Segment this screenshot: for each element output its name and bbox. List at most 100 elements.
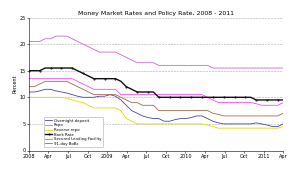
Secured Lending Facility [184,64,188,67]
Secured Lending Facility [49,38,52,40]
Overnight deposit [254,122,258,124]
Secured Lending Facility [60,35,63,37]
Repo [271,104,274,106]
Bank Rate [87,75,90,77]
91-day BoBc [49,80,52,82]
Repo [276,104,279,106]
Bank Rate [146,91,150,93]
Reverse repo [43,96,47,98]
91-day BoBc [281,112,285,114]
Secured Lending Facility [81,43,85,45]
Bank Rate [38,70,41,72]
Secured Lending Facility [141,62,144,64]
Line: Bank Rate: Bank Rate [28,67,284,101]
Bank Rate [222,96,225,98]
Reverse repo [244,127,247,129]
Secured Lending Facility [43,38,47,40]
Secured Lending Facility [108,51,112,53]
91-day BoBc [206,110,209,112]
Bank Rate [254,99,258,101]
91-day BoBc [38,83,41,85]
Bank Rate [60,67,63,69]
Bank Rate [281,99,285,101]
91-day BoBc [162,110,166,112]
Reverse repo [249,127,253,129]
91-day BoBc [97,94,101,96]
Repo [54,78,58,80]
Overnight deposit [125,104,128,106]
Bank Rate [108,78,112,80]
Overnight deposit [76,95,79,97]
Title: Money Market Rates and Policy Rate, 2008 - 2011: Money Market Rates and Policy Rate, 2008… [78,11,234,16]
Reverse repo [146,123,150,125]
Reverse repo [65,97,68,99]
91-day BoBc [76,86,79,88]
Secured Lending Facility [87,46,90,48]
Reverse repo [260,127,263,129]
Overnight deposit [173,119,177,121]
Line: 91-day BoBc: 91-day BoBc [29,81,283,116]
Overnight deposit [157,118,160,120]
Secured Lending Facility [65,35,68,37]
91-day BoBc [271,115,274,117]
Repo [249,102,253,104]
Reverse repo [76,100,79,103]
Bank Rate [43,67,47,69]
Secured Lending Facility [206,64,209,67]
Secured Lending Facility [244,67,247,69]
Bank Rate [49,67,52,69]
Repo [173,94,177,96]
Bank Rate [114,78,117,80]
Secured Lending Facility [103,51,106,53]
Repo [146,94,150,96]
91-day BoBc [103,94,106,96]
Secured Lending Facility [76,40,79,43]
Bank Rate [179,96,182,98]
Bank Rate [200,96,204,98]
Repo [162,94,166,96]
Repo [179,94,182,96]
Reverse repo [60,96,63,98]
91-day BoBc [173,110,177,112]
91-day BoBc [265,115,269,117]
91-day BoBc [114,94,117,96]
Reverse repo [49,96,52,98]
Secured Lending Facility [179,64,182,67]
Bank Rate [216,96,220,98]
Overnight deposit [271,125,274,128]
Repo [254,103,258,105]
91-day BoBc [108,94,112,96]
Reverse repo [119,110,123,112]
Overnight deposit [200,115,204,117]
Bank Rate [260,99,263,101]
Repo [222,102,225,104]
91-day BoBc [130,102,134,104]
Repo [141,94,144,96]
Overnight deposit [190,117,193,119]
Repo [168,94,171,96]
Bank Rate [152,91,155,93]
Secured Lending Facility [271,67,274,69]
91-day BoBc [254,115,258,117]
91-day BoBc [200,110,204,112]
Repo [38,78,41,80]
Bank Rate [244,96,247,98]
Reverse repo [276,127,279,129]
Line: Repo: Repo [29,79,283,105]
Secured Lending Facility [152,62,155,64]
91-day BoBc [65,80,68,82]
Bank Rate [249,96,253,98]
91-day BoBc [222,115,225,117]
Secured Lending Facility [227,67,231,69]
Reverse repo [173,123,177,125]
Overnight deposit [103,95,106,97]
Line: Overnight deposit: Overnight deposit [29,89,283,127]
Overnight deposit [71,94,74,96]
Repo [206,96,209,98]
91-day BoBc [168,110,171,112]
Reverse repo [130,120,134,122]
Repo [43,78,47,80]
Repo [200,94,204,96]
Secured Lending Facility [222,67,225,69]
91-day BoBc [87,91,90,93]
